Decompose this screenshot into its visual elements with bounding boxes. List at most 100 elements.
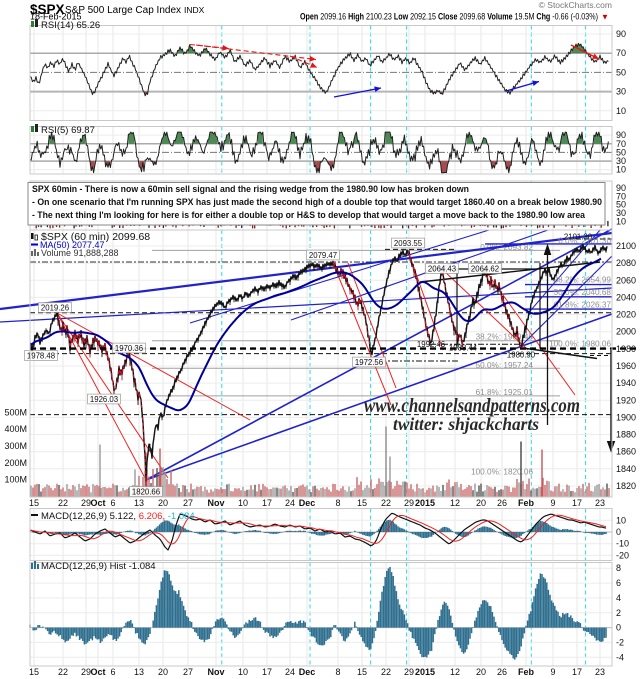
svg-text:8: 8 [616, 563, 621, 573]
svg-text:30: 30 [616, 87, 626, 97]
svg-text:22: 22 [58, 498, 68, 508]
svg-text:13: 13 [134, 667, 144, 677]
svg-text:twitter: shjackcharts: twitter: shjackcharts [393, 414, 539, 434]
svg-text:26: 26 [497, 667, 507, 677]
svg-text:2040: 2040 [616, 292, 636, 302]
svg-text:Dec: Dec [299, 498, 316, 508]
svg-text:-20: -20 [616, 550, 629, 560]
svg-text:29: 29 [81, 498, 91, 508]
svg-text:10: 10 [616, 515, 626, 525]
svg-text:Oct: Oct [90, 667, 105, 677]
svg-text:2020: 2020 [616, 310, 636, 320]
svg-text:100.0%: 1820.06: 100.0%: 1820.06 [471, 468, 533, 477]
svg-text:30: 30 [616, 208, 626, 218]
svg-text:90: 90 [616, 183, 626, 193]
svg-text:© StockCharts.com: © StockCharts.com [539, 0, 612, 10]
svg-text:100M: 100M [4, 475, 27, 485]
svg-text:0.0%: 2093.82: 0.0%: 2093.82 [480, 243, 533, 252]
svg-text:20: 20 [476, 667, 486, 677]
svg-text:8: 8 [335, 667, 340, 677]
svg-text:400M: 400M [4, 424, 27, 434]
svg-text:27: 27 [183, 498, 193, 508]
svg-text:10: 10 [238, 667, 248, 677]
svg-text:RSI(5) 69.87: RSI(5) 69.87 [41, 125, 95, 136]
svg-text:INDX: INDX [184, 5, 205, 15]
svg-text:38.2%: 1989.45: 38.2%: 1989.45 [476, 333, 534, 342]
svg-text:29: 29 [81, 667, 91, 677]
svg-text:1992.46: 1992.46 [417, 340, 445, 349]
svg-text:20: 20 [476, 498, 486, 508]
svg-text:1940: 1940 [616, 378, 636, 388]
svg-text:1926.03: 1926.03 [90, 395, 118, 404]
svg-text:2015: 2015 [415, 498, 435, 508]
svg-text:90: 90 [616, 29, 626, 39]
svg-text:29: 29 [404, 498, 414, 508]
svg-text:10: 10 [616, 216, 626, 226]
svg-text:0: 0 [616, 527, 621, 537]
svg-text:- On one scenario that I'm run: - On one scenario that I'm running SPX h… [32, 197, 602, 207]
svg-text:MA(50) 2077.47: MA(50) 2077.47 [40, 240, 105, 250]
svg-text:15: 15 [29, 667, 39, 677]
svg-text:24: 24 [285, 667, 295, 677]
svg-text:1820.66: 1820.66 [132, 487, 160, 496]
svg-text:50: 50 [616, 67, 626, 77]
svg-text:2064.43: 2064.43 [428, 264, 456, 273]
svg-text:1970.36: 1970.36 [115, 344, 143, 353]
svg-text:2080: 2080 [616, 258, 636, 268]
svg-text:23: 23 [595, 667, 605, 677]
svg-text:2093.55: 2093.55 [394, 239, 423, 248]
svg-text:www.channelsandpatterns.com: www.channelsandpatterns.com [364, 396, 580, 417]
svg-text:Oct: Oct [90, 498, 105, 508]
svg-text:100.0%: 1980.06: 100.0%: 1980.06 [549, 340, 611, 349]
svg-text:20: 20 [158, 498, 168, 508]
svg-text:200M: 200M [4, 458, 27, 468]
svg-text:$SPX (60 min) 2099.68: $SPX (60 min) 2099.68 [41, 231, 150, 243]
svg-text:27: 27 [183, 667, 193, 677]
svg-text:8: 8 [335, 498, 340, 508]
svg-text:▼: ▼ [601, 13, 609, 22]
svg-text:1860: 1860 [616, 447, 636, 457]
svg-text:4: 4 [616, 593, 621, 603]
svg-text:1880: 1880 [616, 430, 636, 440]
svg-text:6: 6 [110, 667, 115, 677]
svg-text:Open 2099.16 High 2100.23 Low: Open 2099.16 High 2100.23 Low 2092.15 Cl… [300, 12, 598, 22]
svg-text:Dec: Dec [299, 667, 316, 677]
svg-text:17: 17 [572, 667, 582, 677]
svg-text:12: 12 [450, 498, 460, 508]
svg-text:Volume 91,888,288: Volume 91,888,288 [41, 248, 119, 258]
svg-text:Nov: Nov [207, 498, 224, 508]
svg-text:1988.44: 1988.44 [449, 343, 478, 352]
svg-text:9: 9 [550, 498, 555, 508]
svg-text:13: 13 [134, 498, 144, 508]
svg-text:6: 6 [616, 578, 621, 588]
svg-text:2100: 2100 [616, 241, 636, 251]
svg-text:22: 22 [58, 667, 68, 677]
svg-text:23: 23 [595, 498, 605, 508]
svg-text:Feb: Feb [518, 498, 535, 508]
svg-text:1820: 1820 [616, 481, 636, 491]
svg-text:2064.62: 2064.62 [471, 264, 499, 273]
svg-text:22: 22 [381, 498, 391, 508]
svg-text:2060: 2060 [616, 275, 636, 285]
svg-text:61.8%: 1925.01: 61.8%: 1925.01 [476, 388, 534, 397]
svg-text:2: 2 [616, 608, 621, 618]
svg-text:MACD(12,26,9) Hist -1.084: MACD(12,26,9) Hist -1.084 [41, 561, 156, 572]
svg-text:2079.47: 2079.47 [309, 251, 337, 260]
svg-text:1920: 1920 [616, 395, 636, 405]
svg-text:1960: 1960 [616, 361, 636, 371]
svg-text:1978.48: 1978.48 [27, 351, 55, 360]
svg-text:70: 70 [616, 139, 626, 149]
svg-text:RSI(14) 65.26: RSI(14) 65.26 [41, 20, 100, 31]
svg-text:10: 10 [616, 106, 626, 116]
svg-text:500M: 500M [4, 407, 27, 417]
svg-text:29: 29 [404, 667, 414, 677]
svg-text:20: 20 [158, 667, 168, 677]
svg-text:2000: 2000 [616, 327, 636, 337]
svg-text:1972.56: 1972.56 [355, 358, 383, 367]
svg-text:MACD(12,26,9) 5.122, 6.206, -1: MACD(12,26,9) 5.122, 6.206, -1.084 [41, 511, 195, 522]
svg-text:61.8%: 2026.37: 61.8%: 2026.37 [554, 300, 612, 309]
svg-text:-10: -10 [616, 539, 629, 549]
svg-text:$SPX: $SPX [30, 2, 65, 17]
svg-text:2019.26: 2019.26 [41, 303, 69, 312]
svg-text:18-Feb-2015: 18-Feb-2015 [30, 12, 82, 22]
